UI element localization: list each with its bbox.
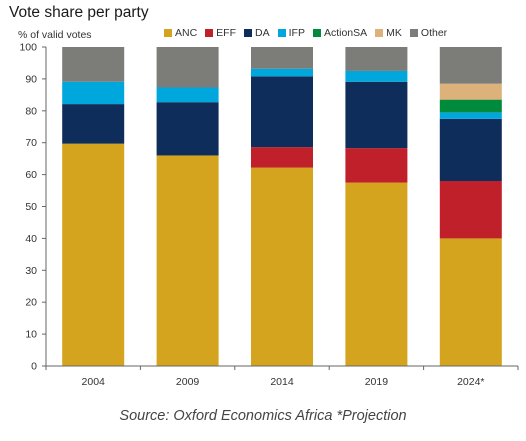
legend-label: MK: [386, 27, 402, 39]
legend-label: Other: [420, 27, 448, 39]
y-tick-label: 70: [25, 137, 37, 149]
bar-segment-other-2009: [156, 47, 219, 88]
y-axis-label: % of valid votes: [18, 29, 92, 41]
legend-swatch: [244, 29, 253, 37]
bar-segment-anc-2009: [156, 155, 219, 366]
y-tick-label: 100: [19, 42, 37, 54]
legend-label: EFF: [216, 27, 237, 39]
bar-segment-eff-2014: [251, 147, 313, 168]
y-tick-label: 90: [25, 73, 37, 85]
legend-label: DA: [255, 27, 270, 39]
legend-item-da: DA: [244, 27, 270, 39]
bar-segment-actionsa-2024: [439, 99, 502, 113]
legend-swatch: [164, 29, 172, 37]
bar-segment-other-2004: [62, 47, 125, 82]
bar-segment-da-2014: [251, 76, 313, 148]
bar-segment-eff-2019: [345, 148, 408, 183]
bar-segment-ifp-2024: [439, 112, 502, 119]
y-tick-label: 40: [25, 233, 37, 245]
y-tick-label: 10: [25, 329, 37, 341]
x-tick-label: 2014: [270, 376, 294, 388]
x-tick-label: 2004: [82, 376, 106, 388]
y-tick-label: 30: [25, 265, 37, 277]
bar-segment-da-2004: [62, 104, 125, 144]
legend-label: ANC: [175, 27, 198, 39]
bar-segment-anc-2014: [251, 167, 313, 366]
bar-segment-other-2024: [439, 47, 502, 84]
y-tick-label: 0: [31, 361, 37, 373]
bar-segment-ifp-2019: [345, 70, 408, 82]
x-tick-label: 2009: [176, 376, 200, 388]
y-tick-label: 50: [25, 201, 37, 213]
legend-item-actionsa: ActionSA: [312, 27, 368, 39]
legend-swatch: [409, 29, 418, 37]
x-tick-label: 2024*: [457, 376, 484, 388]
bar-segment-da-2009: [156, 102, 219, 156]
bar-segment-ifp-2009: [156, 87, 219, 103]
legend-label: IFP: [288, 27, 305, 39]
y-tick-label: 20: [25, 297, 37, 309]
bar-segment-other-2019: [345, 47, 408, 71]
legend-item-ifp: IFP: [277, 27, 305, 39]
bar-segment-da-2019: [345, 81, 408, 149]
legend-swatch: [277, 29, 286, 37]
legend-swatch: [375, 29, 384, 37]
legend: ANC EFF DA IFP ActionSA MK Other: [164, 27, 447, 39]
bar-segment-anc-2024: [439, 238, 502, 366]
legend-item-eff: EFF: [205, 27, 236, 39]
bar-segment-mk-2024: [439, 83, 502, 100]
bar-segment-other-2014: [251, 47, 313, 69]
bar-segment-ifp-2014: [251, 68, 313, 77]
y-tick-label: 80: [25, 105, 37, 117]
bar-segment-anc-2019: [345, 182, 408, 366]
legend-label: ActionSA: [323, 27, 368, 39]
legend-swatch: [205, 29, 214, 37]
legend-item-anc: ANC: [164, 27, 197, 39]
legend-item-mk: MK: [375, 27, 402, 39]
bar-segment-eff-2024: [439, 180, 502, 239]
legend-item-other: Other: [409, 27, 448, 39]
chart-title: Vote share per party: [9, 4, 149, 21]
bar-segment-anc-2004: [62, 143, 125, 366]
bar-segment-ifp-2004: [62, 81, 125, 105]
bar-segment-da-2024: [439, 118, 502, 181]
y-tick-label: 60: [25, 169, 37, 181]
legend-swatch: [312, 29, 321, 37]
source-note: Source: Oxford Economics Africa *Project…: [119, 408, 407, 424]
x-tick-label: 2019: [365, 376, 389, 388]
